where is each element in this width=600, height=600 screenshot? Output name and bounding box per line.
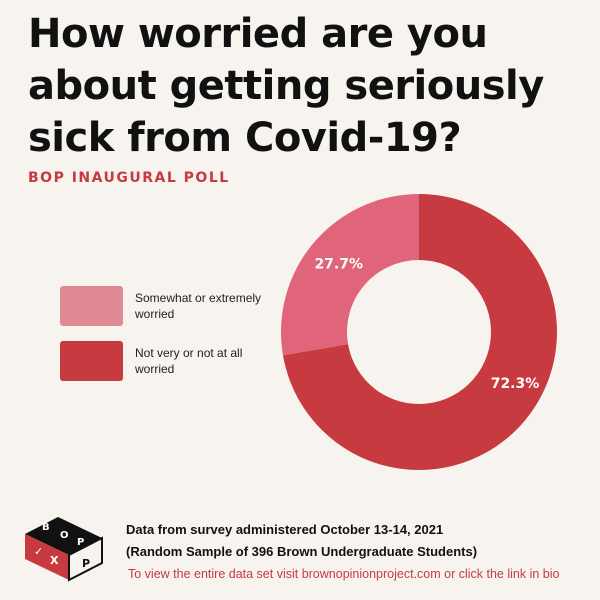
slice-somewhat <box>281 194 419 356</box>
footer-sample-info: (Random Sample of 396 Brown Undergraduat… <box>126 544 478 559</box>
bop-logo: B O P ✓ X P <box>25 517 103 582</box>
legend-label-somewhat: Somewhat or extremely worried <box>135 291 262 321</box>
slice-label-not-very: 72.3% <box>491 376 540 392</box>
footer-survey-date: Data from survey administered October 13… <box>126 522 444 537</box>
legend-swatch-not-very <box>60 341 123 381</box>
logo-top-face <box>25 517 102 555</box>
legend-item-somewhat: Somewhat or extremely worried <box>60 286 265 326</box>
footer-website-link[interactable]: To view the entire data set visit browno… <box>128 567 560 581</box>
logo-letter-x: X <box>50 554 59 567</box>
logo-letter-o: O <box>60 530 69 541</box>
legend-label-not-very: Not very or not at all worried <box>135 346 243 376</box>
logo-left-face <box>25 534 69 580</box>
logo-letter-p-top: P <box>77 537 84 548</box>
logo-letter-p-side: P <box>82 557 90 570</box>
logo-letter-b: B <box>42 522 50 533</box>
legend-item-not-very: Not very or not at all worried <box>60 341 265 381</box>
legend-swatch-somewhat <box>60 286 123 326</box>
logo-check: ✓ <box>34 545 43 558</box>
slice-not-very <box>282 194 557 471</box>
slice-label-somewhat: 27.7% <box>314 256 363 272</box>
page-title: How worried are you about getting seriou… <box>28 11 544 161</box>
poll-subtitle: BOP INAUGURAL POLL <box>28 170 230 186</box>
logo-right-face <box>68 536 103 582</box>
